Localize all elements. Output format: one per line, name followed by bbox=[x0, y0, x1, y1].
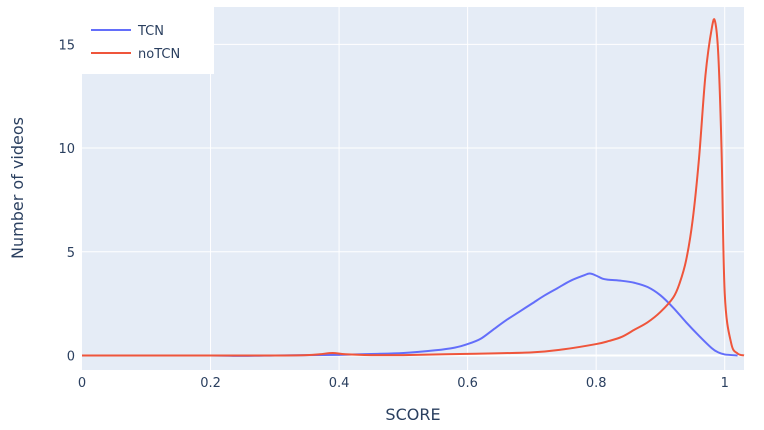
y-tick-label: 15 bbox=[58, 38, 75, 53]
x-axis-title: SCORE bbox=[385, 405, 440, 424]
x-tick-label: 0 bbox=[78, 376, 86, 391]
y-axis-ticks: 0 5 10 15 bbox=[58, 38, 75, 364]
x-axis-ticks: 0 0.2 0.4 0.6 0.8 1 bbox=[78, 376, 729, 391]
legend-label-notcn: noTCN bbox=[138, 47, 180, 62]
series-line-tcn[interactable] bbox=[81, 272, 738, 357]
series-layer bbox=[81, 18, 745, 357]
x-tick-label: 0.4 bbox=[329, 376, 350, 391]
legend-background bbox=[82, 7, 214, 74]
y-tick-label: 5 bbox=[67, 246, 75, 261]
legend-label-tcn: TCN bbox=[137, 24, 164, 39]
x-tick-label: 0.8 bbox=[586, 376, 607, 391]
x-tick-label: 0.2 bbox=[200, 376, 221, 391]
x-tick-label: 0.6 bbox=[457, 376, 478, 391]
series-line-notcn[interactable] bbox=[81, 18, 745, 357]
legend[interactable]: TCN noTCN bbox=[82, 7, 214, 74]
y-tick-label: 10 bbox=[58, 142, 75, 157]
y-axis-title: Number of videos bbox=[8, 117, 27, 259]
x-tick-label: 1 bbox=[721, 376, 729, 391]
y-tick-label: 0 bbox=[67, 349, 75, 364]
legend-item-notcn[interactable]: noTCN bbox=[91, 47, 180, 62]
legend-item-tcn[interactable]: TCN bbox=[91, 24, 164, 39]
